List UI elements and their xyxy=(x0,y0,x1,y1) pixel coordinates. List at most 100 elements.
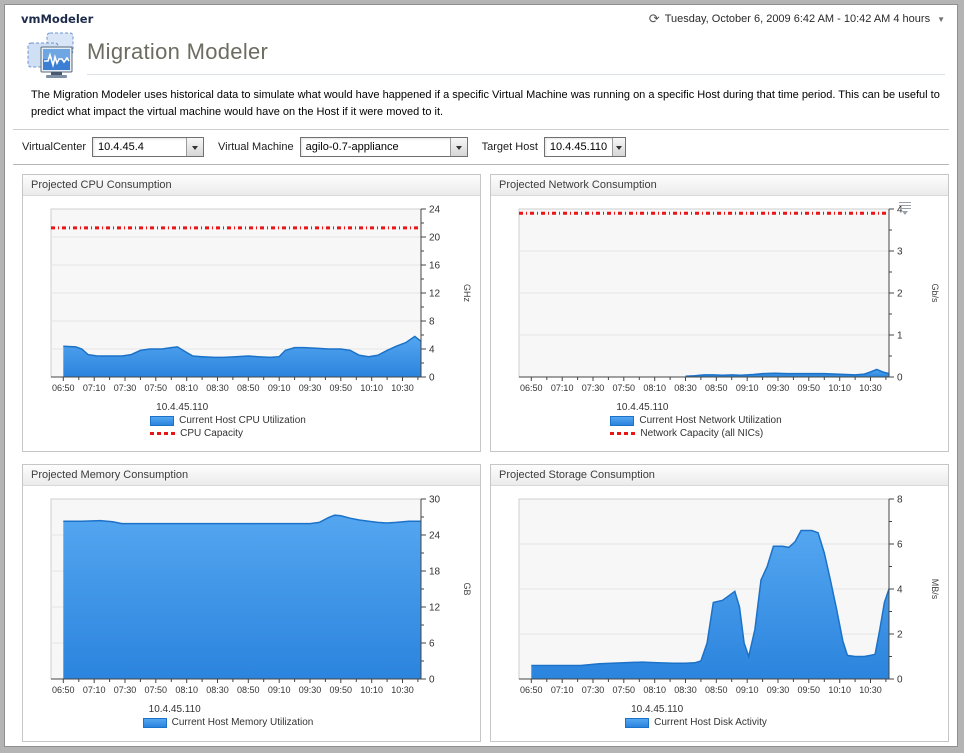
svg-text:07:30: 07:30 xyxy=(114,685,137,695)
target-host-select[interactable]: 10.4.45.110 xyxy=(543,137,626,157)
svg-text:09:50: 09:50 xyxy=(330,685,353,695)
virtualcenter-label: VirtualCenter xyxy=(22,141,86,153)
svg-text:07:10: 07:10 xyxy=(551,383,574,393)
virtual-machine-value: agilo-0.7-appliance xyxy=(305,141,399,153)
svg-text:MB/s: MB/s xyxy=(930,579,940,600)
date-range-control[interactable]: ⟳ Tuesday, October 6, 2009 6:42 AM - 10:… xyxy=(648,11,945,26)
svg-text:10:30: 10:30 xyxy=(391,685,414,695)
cpu-legend: 10.4.45.110 Current Host CPU Utilization… xyxy=(23,402,433,441)
dotted-line-swatch-icon xyxy=(610,432,637,435)
svg-text:07:30: 07:30 xyxy=(582,383,605,393)
virtualcenter-select[interactable]: 10.4.45.4 xyxy=(92,137,204,157)
svg-text:09:30: 09:30 xyxy=(767,383,790,393)
separator xyxy=(13,164,949,165)
legend-series-row: Current Host Memory Utilization xyxy=(142,717,314,728)
svg-text:09:10: 09:10 xyxy=(268,685,291,695)
dotted-line-swatch-icon xyxy=(150,432,177,435)
svg-text:07:10: 07:10 xyxy=(83,383,106,393)
svg-text:18: 18 xyxy=(429,567,441,578)
svg-text:10:30: 10:30 xyxy=(859,685,882,695)
filter-bar: VirtualCenter 10.4.45.4 Virtual Machine … xyxy=(5,130,957,164)
svg-text:2: 2 xyxy=(897,289,903,300)
migration-modeler-icon xyxy=(25,32,79,87)
dropdown-button-icon[interactable] xyxy=(186,138,203,156)
svg-text:06:50: 06:50 xyxy=(52,685,75,695)
panel-network-consumption: Projected Network Consumption 0 1 2 3 4 06:50… xyxy=(490,174,949,452)
page-title: Migration Modeler xyxy=(87,39,269,64)
area-swatch-icon xyxy=(625,717,650,728)
legend-series-label: Current Host Memory Utilization xyxy=(171,717,314,728)
svg-text:20: 20 xyxy=(429,233,441,244)
svg-text:0: 0 xyxy=(897,675,903,686)
area-swatch-icon xyxy=(150,415,175,426)
svg-text:06:50: 06:50 xyxy=(520,685,543,695)
target-host-label: Target Host xyxy=(481,141,538,153)
svg-text:08:50: 08:50 xyxy=(705,685,728,695)
charts-grid: Projected CPU Consumption 0 4 8 12 16 20 24 06:… xyxy=(22,174,957,742)
date-range-label: Tuesday, October 6, 2009 6:42 AM - 10:42… xyxy=(664,13,931,25)
svg-text:09:30: 09:30 xyxy=(299,383,322,393)
chart-menu-icon[interactable] xyxy=(898,200,912,215)
svg-text:24: 24 xyxy=(429,531,441,542)
area-swatch-icon xyxy=(142,717,167,728)
panel-memory-consumption: Projected Memory Consumption 0 6 12 18 24 30 0… xyxy=(22,464,481,742)
svg-text:09:10: 09:10 xyxy=(736,685,759,695)
legend-capacity-label: CPU Capacity xyxy=(180,428,243,439)
svg-text:08:10: 08:10 xyxy=(643,383,666,393)
svg-text:0: 0 xyxy=(429,373,435,384)
svg-text:8: 8 xyxy=(429,317,435,328)
svg-text:07:50: 07:50 xyxy=(145,383,168,393)
legend-host-label: 10.4.45.110 xyxy=(148,704,201,715)
svg-text:6: 6 xyxy=(429,639,435,650)
svg-text:08:30: 08:30 xyxy=(206,685,229,695)
svg-text:07:30: 07:30 xyxy=(114,383,137,393)
svg-text:6: 6 xyxy=(897,540,903,551)
svg-text:09:50: 09:50 xyxy=(798,685,821,695)
svg-text:10:10: 10:10 xyxy=(360,685,383,695)
svg-text:08:10: 08:10 xyxy=(175,383,198,393)
svg-text:09:10: 09:10 xyxy=(736,383,759,393)
svg-text:10:30: 10:30 xyxy=(391,383,414,393)
legend-capacity-label: Network Capacity (all NICs) xyxy=(640,428,764,439)
svg-text:06:50: 06:50 xyxy=(520,383,543,393)
network-legend: 10.4.45.110 Current Host Network Utiliza… xyxy=(491,402,901,441)
svg-text:Gb/s: Gb/s xyxy=(930,283,940,303)
dropdown-button-icon[interactable] xyxy=(612,138,625,156)
svg-text:07:30: 07:30 xyxy=(582,685,605,695)
svg-text:07:50: 07:50 xyxy=(145,685,168,695)
legend-capacity-row: CPU Capacity xyxy=(150,428,306,439)
dropdown-button-icon[interactable] xyxy=(449,138,467,156)
svg-text:0: 0 xyxy=(429,675,435,686)
legend-series-row: Current Host Disk Activity xyxy=(625,717,767,728)
titlebar: vmModeler ⟳ Tuesday, October 6, 2009 6:4… xyxy=(5,5,957,28)
memory-legend: 10.4.45.110 Current Host Memory Utilizat… xyxy=(23,704,433,733)
svg-text:08:50: 08:50 xyxy=(237,685,260,695)
svg-text:30: 30 xyxy=(429,495,441,506)
legend-host-label: 10.4.45.110 xyxy=(156,402,209,413)
svg-text:1: 1 xyxy=(897,331,903,342)
app-window: vmModeler ⟳ Tuesday, October 6, 2009 6:4… xyxy=(4,4,958,747)
svg-text:4: 4 xyxy=(897,205,903,216)
svg-text:09:10: 09:10 xyxy=(268,383,291,393)
area-swatch-icon xyxy=(610,415,635,426)
panel-title-memory: Projected Memory Consumption xyxy=(23,465,480,486)
panel-title-cpu: Projected CPU Consumption xyxy=(23,175,480,196)
svg-text:09:50: 09:50 xyxy=(330,383,353,393)
clock-icon: ⟳ xyxy=(648,11,660,26)
legend-series-row: Current Host CPU Utilization xyxy=(150,415,306,426)
svg-text:08:30: 08:30 xyxy=(206,383,229,393)
page-title-section: Migration Modeler xyxy=(25,32,945,78)
legend-host-label: 10.4.45.110 xyxy=(616,402,669,413)
chart-svg: 0 1 2 3 4 06:50 07:10 07:30 07:50 08:10 08:30 08:50… xyxy=(518,205,940,393)
svg-text:07:10: 07:10 xyxy=(551,685,574,695)
svg-text:12: 12 xyxy=(429,289,441,300)
svg-text:08:10: 08:10 xyxy=(175,685,198,695)
svg-text:10:30: 10:30 xyxy=(859,383,882,393)
memory-chart: 0 6 12 18 24 30 06:50 07:10 07:30 07:50 08:10 08:30… xyxy=(24,491,480,702)
legend-host-label: 10.4.45.110 xyxy=(631,704,684,715)
svg-text:08:30: 08:30 xyxy=(674,383,697,393)
virtualcenter-value: 10.4.45.4 xyxy=(98,141,144,153)
svg-text:09:30: 09:30 xyxy=(299,685,322,695)
svg-text:07:50: 07:50 xyxy=(613,383,636,393)
virtual-machine-select[interactable]: agilo-0.7-appliance xyxy=(299,137,468,157)
